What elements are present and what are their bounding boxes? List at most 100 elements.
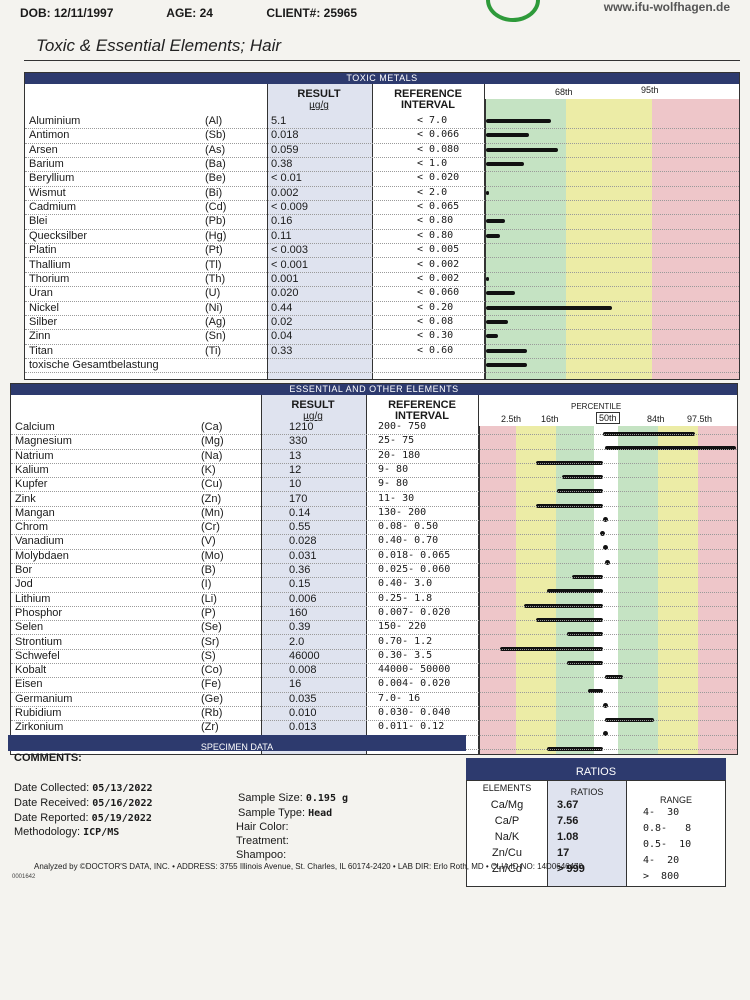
element-name: Kalium xyxy=(15,463,49,476)
green-band-high xyxy=(618,426,658,754)
element-name: Silber xyxy=(29,315,58,328)
result-bar xyxy=(605,675,624,680)
element-result: 0.44 xyxy=(271,301,293,314)
element-name: Platin xyxy=(29,244,57,257)
element-reference: < 0.002 xyxy=(417,272,460,284)
element-reference: 0.08- 0.50 xyxy=(378,521,439,533)
element-symbol: (Mn) xyxy=(201,506,224,519)
table-row: Strontium (Sr) 2.0 0.70- 1.2 xyxy=(11,635,737,650)
element-name: Eisen xyxy=(15,678,43,691)
table-row: Mangan (Mn) 0.14 130- 200 xyxy=(11,506,737,522)
result-dot xyxy=(605,559,611,565)
ratios-col-header: RATIOS xyxy=(570,787,604,797)
element-symbol: (Ca) xyxy=(201,421,223,433)
reference-header: REFERENCE INTERVAL xyxy=(388,399,456,422)
element-result: 0.006 xyxy=(289,592,317,605)
element-reference: 20- 180 xyxy=(378,449,421,461)
element-name: Kobalt xyxy=(15,664,47,677)
element-result: 0.33 xyxy=(271,344,293,357)
percentile-95: 95th xyxy=(641,85,659,95)
element-reference: < 0.060 xyxy=(417,287,460,299)
percentile-50: 50th xyxy=(596,412,620,424)
footer-code: 0001642 xyxy=(12,874,36,880)
result-bar xyxy=(500,646,603,651)
element-reference: 0.011- 0.12 xyxy=(378,721,445,733)
element-name: Thorium xyxy=(29,272,70,285)
element-name: Zirkonium xyxy=(15,721,64,734)
element-symbol: (Pt) xyxy=(205,244,223,257)
element-reference: < 0.20 xyxy=(417,301,454,313)
table-row: Platin (Pt) < 0.003 < 0.005 xyxy=(25,243,739,259)
element-name: Quecksilber xyxy=(29,229,88,242)
client-number: CLIENT#: 25965 xyxy=(266,6,358,20)
element-reference: 0.025- 0.060 xyxy=(378,564,451,575)
element-result: 0.15 xyxy=(289,578,311,591)
element-result: 330 xyxy=(289,435,308,448)
table-row: Antimon (Sb) 0.018 < 0.066 xyxy=(25,128,739,144)
section-title: TOXIC METALS xyxy=(25,73,739,84)
ratio-value: 7.56 xyxy=(557,815,579,827)
ratio-element: Ca/Mg xyxy=(490,799,524,811)
ratio-element: Zn/Cd xyxy=(492,863,522,875)
element-symbol: (Hg) xyxy=(205,229,227,242)
element-reference: < 0.020 xyxy=(417,172,460,184)
element-reference: 130- 200 xyxy=(378,506,427,518)
element-symbol: (Se) xyxy=(201,621,222,634)
element-name: Cadmium xyxy=(29,201,77,214)
element-reference: 25- 75 xyxy=(378,435,415,447)
element-name: toxische Gesamtbelastung xyxy=(29,358,159,371)
element-reference: 0.40- 3.0 xyxy=(378,578,433,590)
table-row: Blei (Pb) 0.16 < 0.80 xyxy=(25,214,739,230)
table-row: Bor (B) 0.36 0.025- 0.060 xyxy=(11,563,737,579)
table-row: Zinn (Sn) 0.04 < 0.30 xyxy=(25,329,739,345)
element-name: Germanium xyxy=(15,692,73,705)
result-bar xyxy=(602,432,696,436)
red-band-high xyxy=(698,426,737,754)
table-row: Thorium (Th) 0.001 < 0.002 xyxy=(25,272,739,288)
toxic-metals-section: TOXIC METALS RESULT µg/g REFERENCE INTERVA… xyxy=(24,72,740,380)
percentile-16: 16th xyxy=(541,414,559,424)
percentile-2-5: 2.5th xyxy=(501,414,522,424)
date-received: Date Received: 05/16/2022 xyxy=(14,797,153,809)
element-symbol: (Mg) xyxy=(201,435,224,448)
element-symbol: (Th) xyxy=(205,272,226,285)
element-result: 0.013 xyxy=(289,721,317,734)
element-result: 0.11 xyxy=(271,229,292,242)
methodology: Methodology: ICP/MS xyxy=(14,826,120,838)
reference-column xyxy=(372,84,485,379)
element-symbol: (Ba) xyxy=(205,158,226,171)
element-result: 0.031 xyxy=(289,549,317,562)
table-row: Wismut (Bi) 0.002 < 2.0 xyxy=(25,186,739,202)
ratio-range: 4- 30 xyxy=(643,807,680,818)
table-row: Silber (Ag) 0.02 < 0.08 xyxy=(25,315,739,331)
element-name: Zinn xyxy=(29,330,51,343)
result-bar xyxy=(486,219,506,224)
footer-analyzed-by: Analyzed by ©DOCTOR'S DATA, INC. • ADDRE… xyxy=(34,862,583,871)
ratios-col xyxy=(548,781,627,886)
element-symbol: (Sb) xyxy=(205,129,226,142)
element-result: 0.002 xyxy=(271,186,299,199)
element-result: 0.010 xyxy=(289,707,317,719)
table-row: toxische Gesamtbelastung xyxy=(25,358,739,374)
elements-col xyxy=(467,781,548,886)
table-row: Phosphor (P) 160 0.007- 0.020 xyxy=(11,606,737,622)
element-result: 0.018 xyxy=(271,129,299,142)
element-result: 0.14 xyxy=(289,506,311,519)
element-symbol: (Zn) xyxy=(201,492,222,505)
element-name: Vanadium xyxy=(15,535,64,548)
ratio-element: Ca/P xyxy=(494,815,520,827)
element-result: 0.36 xyxy=(289,564,311,576)
table-row: Kupfer (Cu) 10 9- 80 xyxy=(11,477,737,493)
table-row: Kalium (K) 12 9- 80 xyxy=(11,463,737,479)
element-symbol: (Mo) xyxy=(201,549,224,562)
element-reference: < 0.08 xyxy=(417,315,454,327)
age: AGE: 24 xyxy=(166,6,213,20)
element-reference: < 2.0 xyxy=(417,186,448,198)
result-bar xyxy=(567,632,603,637)
element-symbol: (Tl) xyxy=(205,258,222,271)
element-name: Blei xyxy=(29,215,48,228)
element-symbol: (Bi) xyxy=(205,186,223,199)
element-name: Phosphor xyxy=(15,606,63,619)
yellow-band xyxy=(566,99,652,379)
